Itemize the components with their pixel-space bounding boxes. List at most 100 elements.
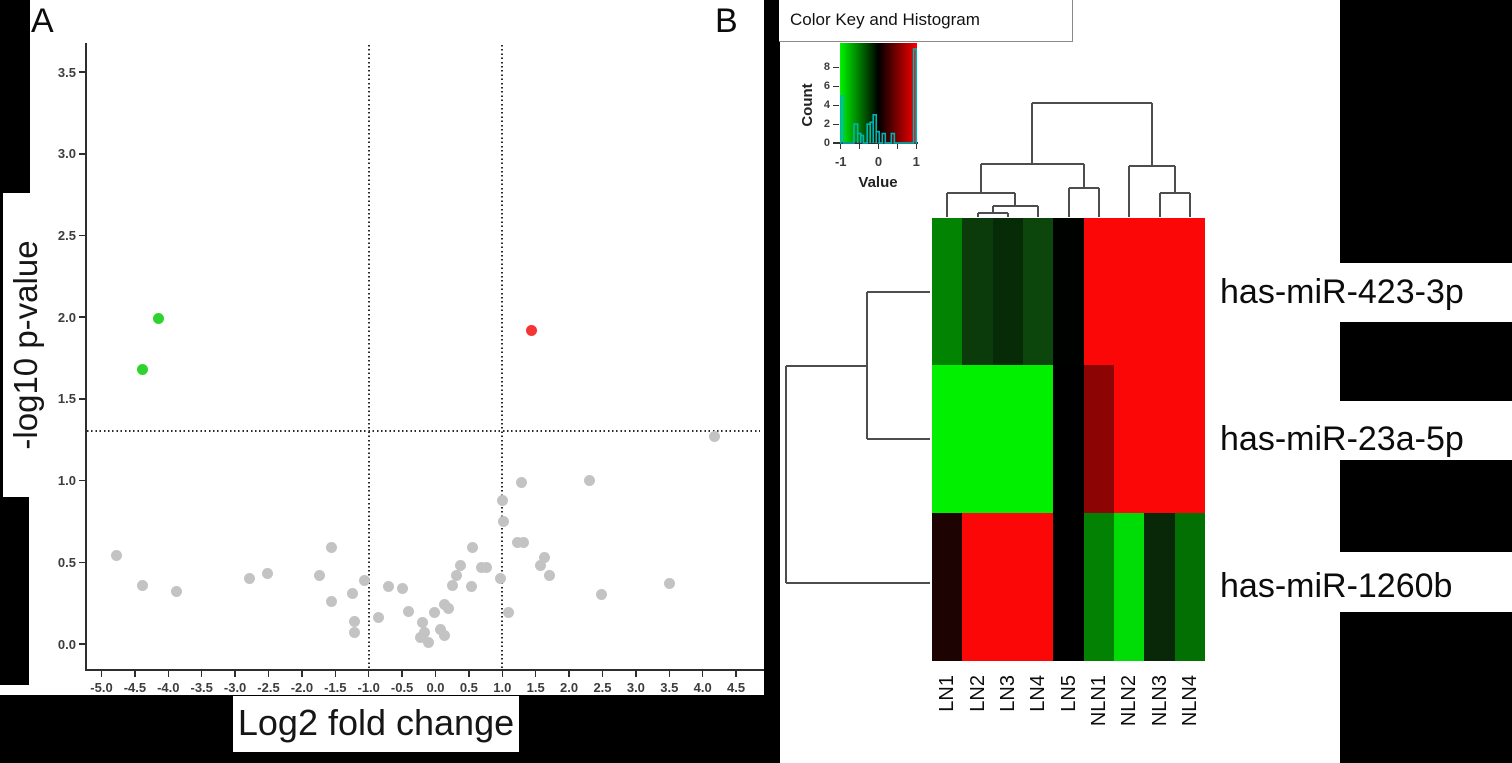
heatmap-column-label: LN1 bbox=[936, 675, 959, 712]
heatmap-cell-has-miR-23a-5p-NLN3 bbox=[1144, 365, 1175, 513]
scatter-point-not-significant bbox=[496, 494, 508, 506]
heatmap-cell-has-miR-423-3p-LN5 bbox=[1053, 218, 1084, 365]
x-tick-label: 2.5 bbox=[593, 680, 612, 695]
x-tick-label: -2.0 bbox=[290, 680, 314, 695]
heatmap-cell-has-miR-423-3p-NLN3 bbox=[1144, 218, 1175, 365]
heatmap-cell-has-miR-423-3p-LN1 bbox=[932, 218, 963, 365]
scatter-point-not-significant bbox=[455, 560, 467, 572]
heatmap-grid bbox=[932, 218, 1205, 661]
scatter-point-not-significant bbox=[518, 537, 530, 549]
scatter-point-not-significant bbox=[515, 476, 527, 488]
x-tick-mark bbox=[200, 670, 203, 677]
scatter-point-not-significant bbox=[438, 630, 450, 642]
heatmap-cell-has-miR-1260b-LN4 bbox=[1023, 513, 1054, 661]
x-tick-label: -0.5 bbox=[390, 680, 414, 695]
x-tick-label: 1.0 bbox=[493, 680, 512, 695]
x-tick-label: -2.5 bbox=[257, 680, 280, 695]
value-tick-mark bbox=[915, 143, 917, 149]
y-tick-mark bbox=[79, 71, 86, 73]
scatter-point-not-significant bbox=[347, 587, 359, 599]
count-tick-mark bbox=[833, 123, 839, 125]
scatter-point-not-significant bbox=[443, 602, 455, 614]
y-tick-label: 2.5 bbox=[57, 228, 76, 243]
heatmap-row bbox=[932, 365, 1205, 513]
threshold-line-x-neg1 bbox=[368, 45, 370, 670]
count-tick-label: 0 bbox=[823, 136, 830, 149]
heatmap-cell-has-miR-1260b-NLN1 bbox=[1083, 513, 1114, 661]
count-tick-label: 8 bbox=[823, 61, 830, 74]
scatter-point-not-significant bbox=[373, 612, 385, 624]
scatter-point-down-regulated bbox=[153, 313, 165, 325]
heatmap-cell-has-miR-1260b-LN5 bbox=[1053, 513, 1084, 661]
x-tick-label: 3.5 bbox=[660, 680, 679, 695]
scatter-point-not-significant bbox=[359, 574, 371, 586]
color-key-title-box: Color Key and Histogram bbox=[779, 0, 1073, 42]
scatter-point-not-significant bbox=[314, 569, 326, 581]
scatter-point-not-significant bbox=[663, 578, 675, 590]
scatter-point-not-significant bbox=[170, 586, 182, 598]
y-axis-line bbox=[85, 43, 87, 671]
heatmap-cell-has-miR-1260b-LN2 bbox=[962, 513, 993, 661]
heatmap-column-label: LN2 bbox=[966, 675, 989, 712]
heatmap-cell-has-miR-1260b-NLN4 bbox=[1174, 513, 1205, 661]
heatmap-row-label: has-miR-1260b bbox=[1220, 567, 1453, 605]
scatter-point-not-significant bbox=[325, 542, 337, 554]
heatmap-column-label: NLN3 bbox=[1148, 675, 1171, 727]
x-tick-label: 0.5 bbox=[459, 680, 478, 695]
y-tick-mark bbox=[79, 153, 86, 155]
scatter-point-up-regulated bbox=[526, 324, 538, 336]
y-axis-title-box bbox=[3, 193, 50, 497]
color-key-value-label: Value bbox=[858, 174, 898, 191]
scatter-point-not-significant bbox=[434, 623, 446, 635]
scatter-point-not-significant bbox=[498, 515, 510, 527]
count-tick-label: 6 bbox=[823, 80, 830, 93]
x-tick-label: 1.5 bbox=[526, 680, 545, 695]
x-tick-mark bbox=[635, 670, 637, 677]
heatmap-row-label: has-miR-423-3p bbox=[1220, 273, 1464, 311]
y-tick-label: 0.0 bbox=[57, 636, 76, 652]
scatter-point-not-significant bbox=[709, 430, 721, 442]
x-tick-mark bbox=[568, 670, 570, 677]
heatmap-cell-has-miR-23a-5p-LN3 bbox=[992, 365, 1023, 513]
scatter-point-not-significant bbox=[422, 636, 434, 648]
black-bar-right-4 bbox=[1340, 612, 1512, 763]
y-tick-label: 1.0 bbox=[57, 473, 76, 489]
heatmap-column-label: LN4 bbox=[1027, 675, 1050, 712]
x-tick-mark bbox=[334, 670, 337, 677]
black-bar-panel-gap bbox=[764, 0, 780, 763]
color-key-title: Color Key and Histogram bbox=[790, 10, 980, 29]
x-tick-label: 2.0 bbox=[560, 680, 579, 695]
heatmap-row bbox=[932, 513, 1205, 661]
scatter-point-not-significant bbox=[325, 596, 337, 608]
black-bar-right-3 bbox=[1340, 460, 1512, 552]
heatmap-column-label: LN5 bbox=[1057, 675, 1080, 712]
scatter-point-not-significant bbox=[544, 569, 556, 581]
scatter-point-down-regulated bbox=[137, 363, 149, 375]
count-tick-mark bbox=[833, 142, 839, 144]
heatmap-cell-has-miR-23a-5p-NLN1 bbox=[1083, 365, 1114, 513]
x-tick-mark bbox=[501, 670, 504, 677]
heatmap-cell-has-miR-1260b-LN3 bbox=[992, 513, 1023, 661]
heatmap-cell-has-miR-423-3p-NLN1 bbox=[1083, 218, 1114, 365]
heatmap-cell-has-miR-1260b-NLN2 bbox=[1114, 513, 1145, 661]
heatmap-cell-has-miR-23a-5p-LN2 bbox=[962, 365, 993, 513]
x-tick-label: 0.0 bbox=[426, 680, 445, 695]
scatter-point-not-significant bbox=[349, 627, 361, 639]
heatmap-column-label: NLN1 bbox=[1087, 675, 1110, 727]
x-tick-mark bbox=[601, 670, 604, 677]
y-tick-mark bbox=[79, 234, 86, 237]
panel-a-label: A bbox=[31, 2, 54, 40]
x-axis-line bbox=[85, 669, 764, 671]
heatmap-cell-has-miR-23a-5p-NLN2 bbox=[1114, 365, 1145, 513]
scatter-point-not-significant bbox=[414, 631, 426, 643]
x-tick-mark bbox=[267, 670, 270, 677]
scatter-point-not-significant bbox=[494, 573, 506, 585]
heatmap-row bbox=[932, 218, 1205, 365]
x-axis-title: Log2 fold change bbox=[237, 702, 515, 743]
count-tick-label: 4 bbox=[823, 98, 830, 111]
scatter-point-not-significant bbox=[396, 582, 408, 594]
x-tick-mark bbox=[134, 670, 136, 677]
x-tick-mark bbox=[367, 670, 370, 677]
